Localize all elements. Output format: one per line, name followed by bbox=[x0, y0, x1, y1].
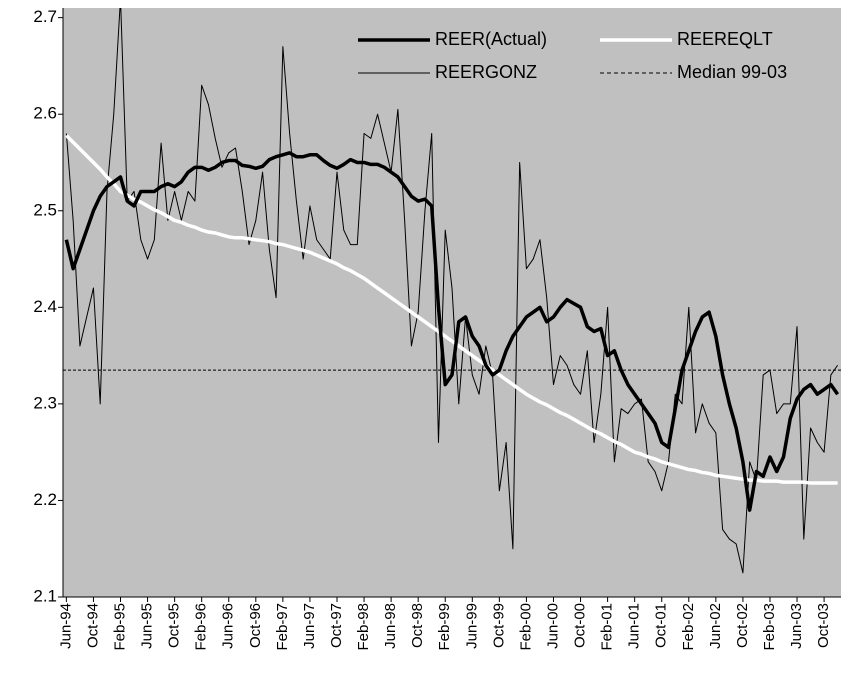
x-tick-label: Jun-94 bbox=[57, 603, 74, 649]
x-tick-label: Oct-03 bbox=[815, 603, 832, 648]
x-tick-label: Oct-98 bbox=[409, 603, 426, 648]
y-tick-label: 2.2 bbox=[33, 490, 57, 509]
legend-label: REERGONZ bbox=[435, 62, 537, 82]
series-line bbox=[65, 8, 839, 574]
plot-area bbox=[63, 8, 841, 597]
legend-label: Median 99-03 bbox=[677, 62, 787, 82]
x-tick-label: Jun-00 bbox=[544, 603, 561, 649]
x-tick-label: Jun-95 bbox=[139, 603, 156, 649]
plot-lines bbox=[63, 8, 841, 574]
legend-label: REEREQLT bbox=[677, 29, 773, 49]
x-tick-label: Oct-97 bbox=[328, 603, 345, 648]
x-tick-label: Feb-95 bbox=[111, 603, 128, 651]
x-tick-label: Jun-03 bbox=[788, 603, 805, 649]
x-tick-label: Oct-96 bbox=[247, 603, 264, 648]
x-tick-label: Feb-97 bbox=[274, 603, 291, 651]
x-tick-label: Jun-01 bbox=[626, 603, 643, 649]
y-tick-label: 2.6 bbox=[33, 104, 57, 123]
x-tick-label: Feb-96 bbox=[193, 603, 210, 651]
x-tick-label: Feb-00 bbox=[517, 603, 534, 651]
x-tick-label: Feb-99 bbox=[436, 603, 453, 651]
y-tick-label: 2.7 bbox=[33, 7, 57, 26]
x-tick-label: Jun-96 bbox=[220, 603, 237, 649]
x-tick-label: Oct-95 bbox=[166, 603, 183, 648]
x-tick-label: Oct-99 bbox=[490, 603, 507, 648]
x-tick-label: Feb-03 bbox=[761, 603, 778, 651]
legend-label: REER(Actual) bbox=[435, 29, 547, 49]
x-tick-label: Feb-02 bbox=[680, 603, 697, 651]
series-line bbox=[65, 134, 838, 485]
x-tick-label: Oct-02 bbox=[734, 603, 751, 648]
x-tick-label: Oct-94 bbox=[84, 603, 101, 648]
series-line bbox=[64, 151, 840, 512]
x-tick-label: Jun-99 bbox=[463, 603, 480, 649]
x-tick-label: Jun-97 bbox=[301, 603, 318, 649]
x-tick-label: Feb-98 bbox=[355, 603, 372, 651]
x-tick-label: Jun-02 bbox=[707, 603, 724, 649]
y-tick-label: 2.3 bbox=[33, 393, 57, 412]
x-tick-label: Jun-98 bbox=[382, 603, 399, 649]
y-tick-label: 2.1 bbox=[33, 586, 57, 605]
x-tick-label: Oct-00 bbox=[572, 603, 589, 648]
y-tick-label: 2.4 bbox=[33, 297, 57, 316]
x-tick-label: Feb-01 bbox=[599, 603, 616, 651]
y-tick-label: 2.5 bbox=[33, 200, 57, 219]
x-tick-label: Oct-01 bbox=[653, 603, 670, 648]
